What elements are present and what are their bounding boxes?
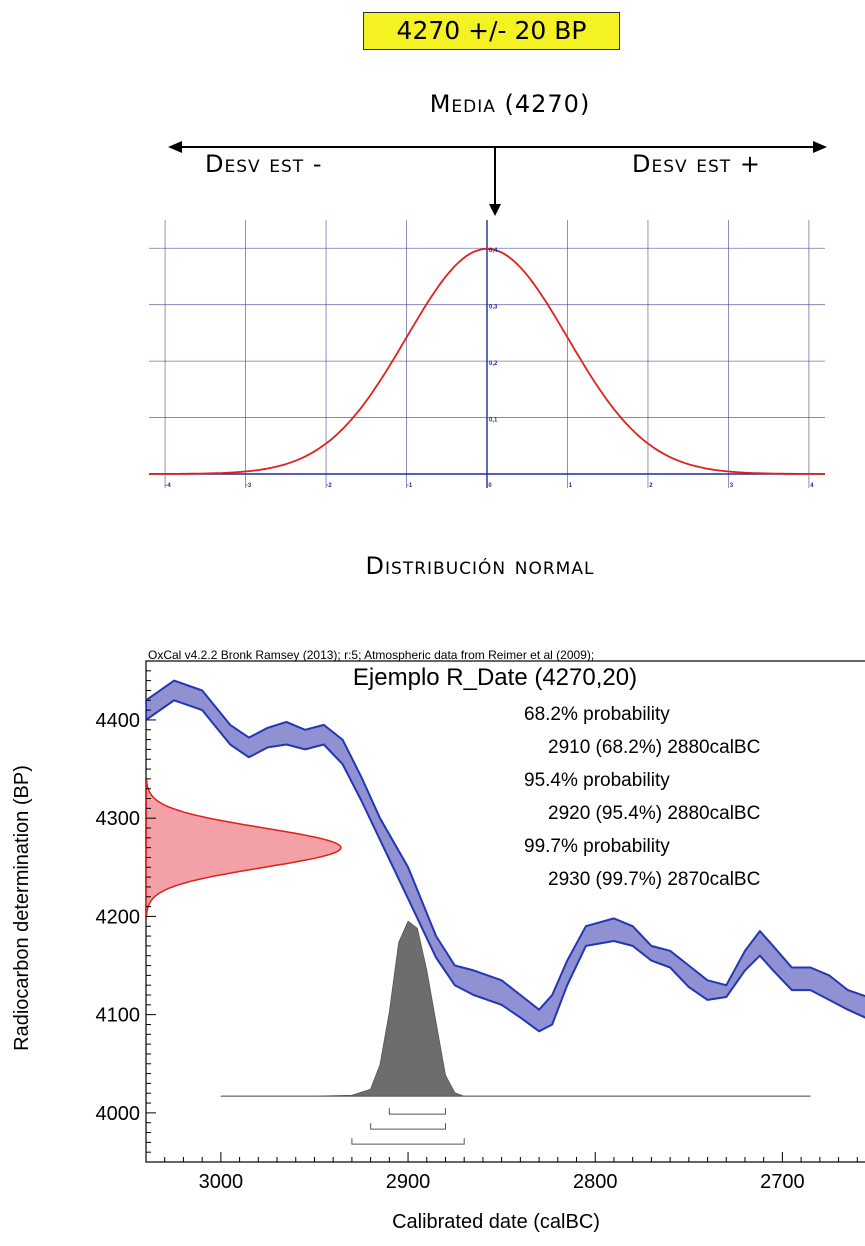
y-tick-label: 4400 [96, 710, 141, 732]
normal-x-tick-label: 4 [810, 483, 814, 489]
y-tick-label: 4100 [96, 1005, 141, 1027]
y-axis-label: Radiocarbon determination (BP) [11, 765, 33, 1051]
x-axis-label: Calibrated date (calBC) [392, 1211, 600, 1233]
annotation-2: 2910 (68.2%) 2880calBC [548, 737, 760, 758]
normal-x-tick-label: -3 [246, 483, 252, 489]
annotation-1: 68.2% probability [524, 704, 670, 725]
annotation-5: 99.7% probability [524, 836, 670, 857]
x-tick-label: 2800 [573, 1171, 618, 1193]
normal-x-tick-label: 1 [569, 483, 573, 489]
oxcal-calibration-chart: 3000 2900 2800 2700 4000 4100 4200 4300 4400 Eje… [11, 660, 865, 1233]
annotation-6: 2930 (99.7%) 2870calBC [548, 869, 760, 890]
distribution-caption: Distribución normal [365, 552, 595, 580]
oxcal-credit-note: OxCal v4.2.2 Bronk Ramsey (2013); r:5; A… [148, 648, 595, 662]
std-arrows [168, 141, 827, 216]
page-title: 4270 +/- 20 BP [363, 12, 620, 50]
normal-x-tick-label: 0 [488, 483, 492, 489]
y-tick-label: 4200 [96, 906, 141, 928]
probability-ranges [351, 1108, 465, 1145]
normal-curve [149, 247, 825, 475]
mean-label: Media (4270) [429, 90, 591, 118]
normal-y-tick-label: 0,4 [489, 248, 498, 254]
std-plus-label: Desv est + [632, 150, 761, 178]
posterior-distribution [220, 920, 811, 1097]
normal-x-tick-label: -2 [326, 483, 332, 489]
right-arrowhead [813, 141, 827, 153]
normal-y-tick-label: 0,3 [489, 305, 498, 311]
std-minus-label: Desv est - [205, 150, 323, 178]
normal-y-tick-label: 0,2 [489, 361, 498, 367]
y-tick-label: 4300 [96, 808, 141, 830]
calibration-curve-band [146, 679, 865, 1033]
annotation-4: 2920 (95.4%) 2880calBC [548, 803, 760, 824]
x-tick-label: 2900 [386, 1171, 431, 1193]
y-tick-label: 4000 [96, 1103, 141, 1125]
left-arrowhead [168, 141, 182, 153]
normal-x-tick-label: -1 [407, 483, 413, 489]
x-tick-label: 2700 [760, 1171, 805, 1193]
probability-range-bracket [388, 1108, 446, 1115]
probability-range-bracket [351, 1138, 465, 1145]
normal-x-tick-label: -4 [165, 483, 171, 489]
probability-range-bracket [370, 1123, 446, 1130]
normal-y-tick-label: 0,1 [489, 418, 498, 424]
normal-x-tick-label: 2 [649, 483, 653, 489]
radiocarbon-distribution [146, 776, 342, 920]
oxcal-title: Ejemplo R_Date (4270,20) [353, 664, 637, 691]
x-tick-label: 3000 [199, 1171, 244, 1193]
normal-x-tick-label: 3 [730, 483, 734, 489]
mean-arrowhead [489, 204, 501, 216]
normal-distribution-chart: -4 -3 -2 -1 0 1 2 3 4 0,1 0,2 0,3 0,4 [149, 220, 825, 489]
annotation-3: 95.4% probability [524, 770, 670, 791]
